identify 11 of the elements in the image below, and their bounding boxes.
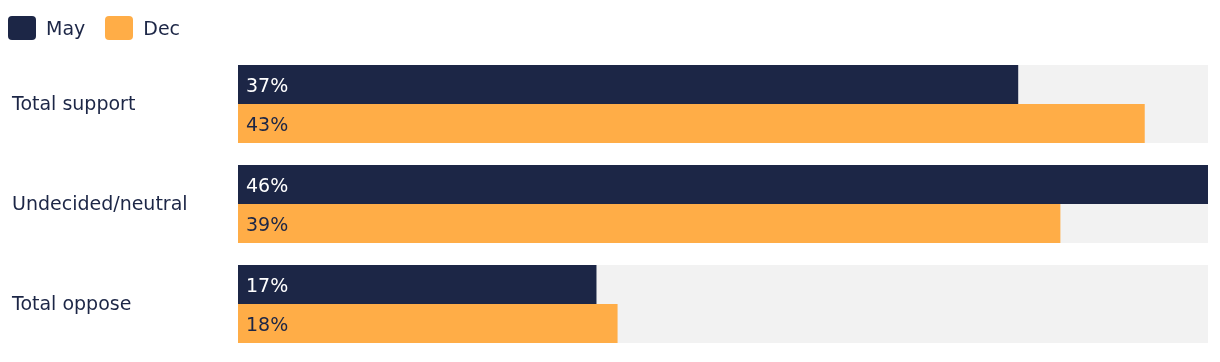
data-label: 39%	[246, 212, 289, 235]
data-label: 43%	[246, 112, 289, 135]
data-label: 18%	[246, 312, 289, 335]
legend-label: May	[46, 17, 86, 39]
data-label: 17%	[246, 273, 289, 296]
y-tick-label: Undecided/neutral	[12, 192, 188, 214]
y-tick-label: Total oppose	[11, 292, 132, 314]
y-tick-label: Total support	[11, 92, 136, 114]
data-label: 37%	[246, 73, 289, 96]
data-label: 46%	[246, 173, 289, 196]
legend-label: Dec	[143, 17, 181, 39]
